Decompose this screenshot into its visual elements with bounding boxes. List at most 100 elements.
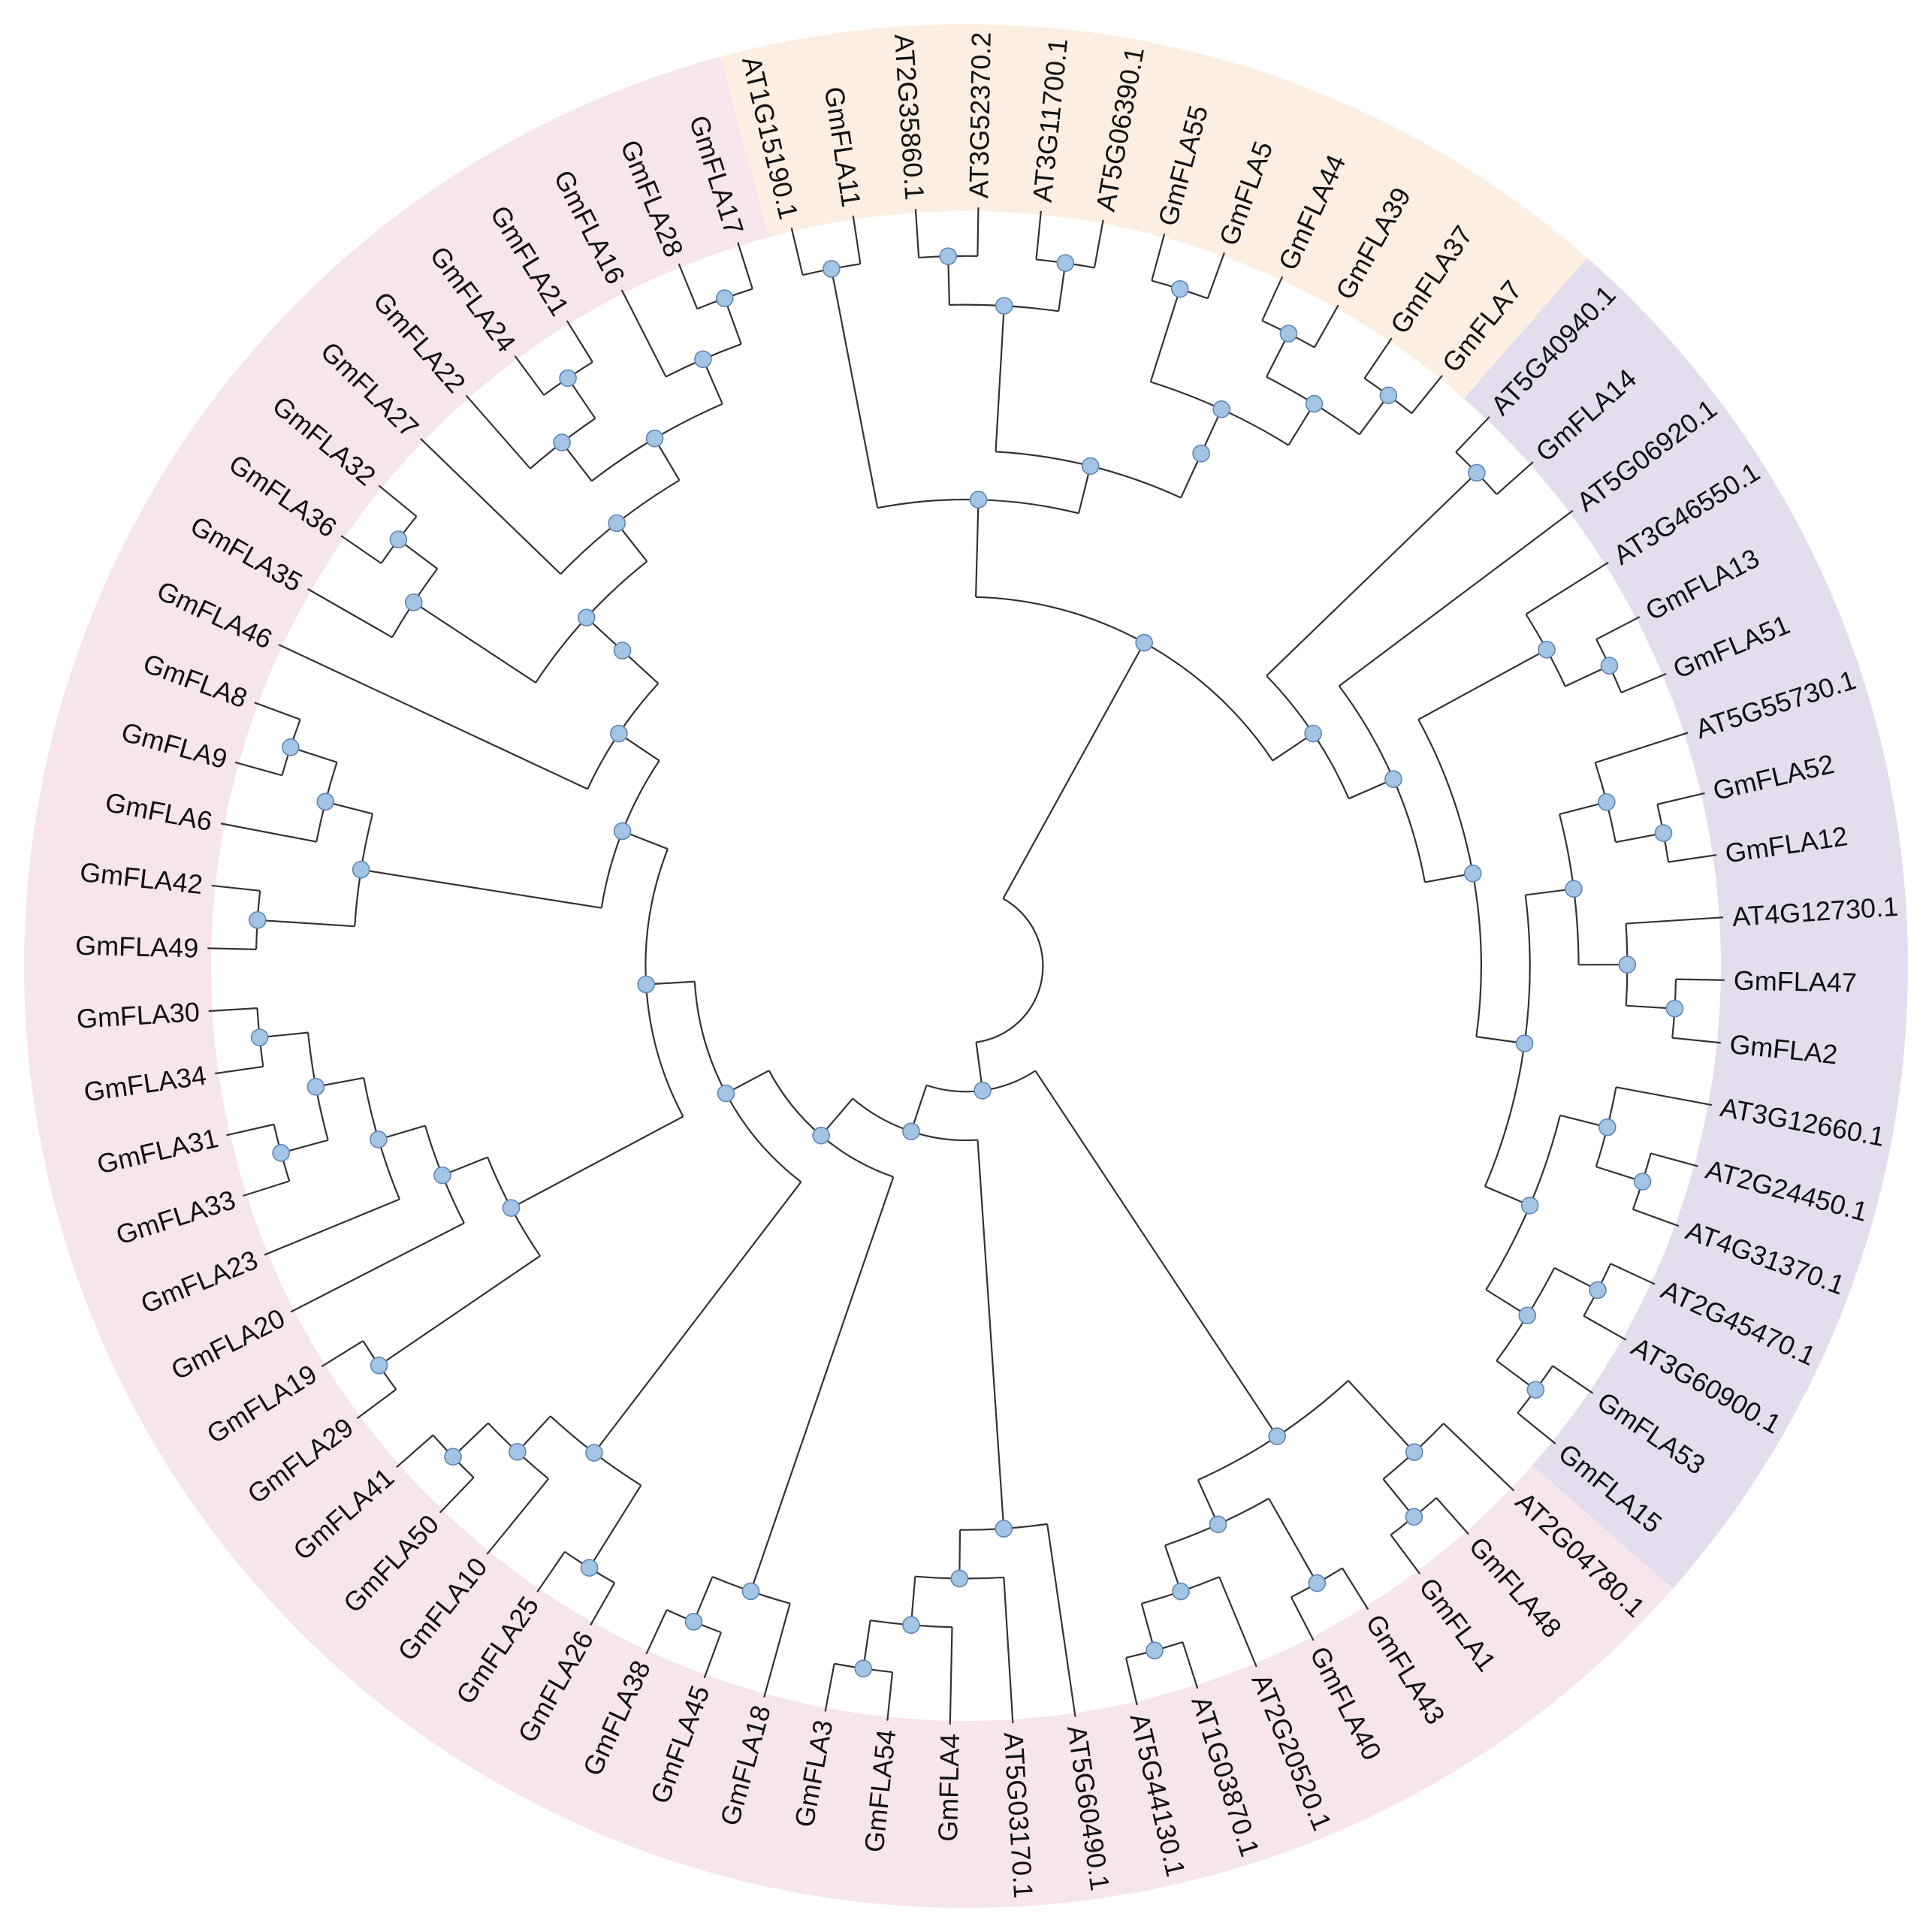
node-marker	[902, 1122, 920, 1141]
node-marker	[1600, 657, 1619, 675]
node-marker	[637, 975, 655, 994]
leaf-branch	[356, 1388, 397, 1420]
leaf-branch	[278, 644, 588, 790]
node-marker	[854, 1659, 873, 1678]
internal-branch	[977, 1140, 1005, 1529]
leaf-branch	[1443, 1423, 1515, 1492]
leaf-branch	[220, 823, 317, 843]
leaf-branch	[1657, 792, 1705, 805]
node-marker	[995, 297, 1013, 315]
node-marker	[585, 1444, 603, 1462]
leaf-branch	[1632, 1208, 1680, 1227]
node-marker	[939, 247, 958, 265]
leaf-branch	[439, 1477, 475, 1514]
leaf-branch	[1261, 276, 1284, 321]
internal-branch	[1149, 288, 1181, 382]
leaf-branch	[1093, 219, 1104, 268]
leaf-branch	[211, 884, 261, 892]
node-marker	[272, 1144, 290, 1162]
leaf-branch	[1583, 1315, 1627, 1341]
node-marker	[1515, 1034, 1534, 1052]
internal-branch	[593, 1181, 802, 1454]
leaf-branch	[290, 1222, 465, 1313]
node-marker	[1518, 1306, 1537, 1325]
node-marker	[1565, 880, 1583, 898]
leaf-branch	[1341, 1567, 1369, 1611]
node-marker	[613, 641, 632, 660]
leaf-branch	[1151, 233, 1166, 282]
leaf-branch	[977, 207, 980, 256]
node-marker	[1405, 1508, 1423, 1526]
node-marker	[577, 608, 596, 626]
leaf-branch	[1672, 1037, 1721, 1044]
node-marker	[370, 1357, 388, 1375]
leaf-branch	[1595, 732, 1689, 764]
node-marker	[1468, 463, 1486, 482]
leaf-branch	[207, 947, 257, 950]
leaf-branch	[514, 355, 545, 396]
node-marker	[352, 860, 370, 879]
node-marker	[1170, 279, 1189, 298]
leaf-branch	[1552, 1365, 1594, 1394]
internal-branch	[995, 306, 1005, 452]
leaf-branch	[208, 1007, 258, 1013]
node-marker	[1538, 641, 1556, 659]
leaf-branch	[763, 1603, 791, 1698]
internal-branch	[1348, 1380, 1415, 1453]
node-marker	[580, 1559, 599, 1577]
node-marker	[404, 593, 423, 611]
node-marker	[1520, 1196, 1539, 1215]
node-marker	[282, 738, 300, 756]
leaf-branch	[1650, 1152, 1698, 1167]
node-marker	[1081, 457, 1100, 475]
leaf-branch	[396, 1434, 434, 1469]
node-marker	[433, 1166, 451, 1185]
internal-branch	[1268, 1498, 1318, 1584]
node-marker	[509, 1443, 527, 1461]
leaf-branch	[852, 216, 862, 264]
node-marker	[1589, 1281, 1607, 1300]
leaf-branch	[340, 535, 382, 564]
node-marker	[1654, 824, 1673, 842]
node-marker	[608, 514, 626, 533]
leaf-branch	[307, 588, 393, 638]
leaf-branch	[264, 1198, 400, 1256]
leaf-branch	[1616, 1086, 1713, 1106]
leaf-branch	[1206, 252, 1225, 299]
internal-branch	[588, 1484, 642, 1568]
node-marker	[823, 260, 841, 278]
leaf-branch	[1003, 1577, 1014, 1724]
leaf-branch	[1595, 616, 1641, 641]
leaf-branch	[465, 394, 531, 469]
leaf-branch	[1124, 1657, 1138, 1706]
leaf-branch	[1363, 337, 1393, 379]
node-markers	[249, 247, 1684, 1678]
leaf-branch	[420, 438, 562, 575]
leaf-label: GmFLA30	[76, 996, 201, 1034]
leaf-branch	[566, 320, 593, 363]
leaf-branch	[886, 1671, 894, 1721]
node-marker	[249, 911, 267, 929]
node-marker	[1618, 955, 1637, 974]
leaf-branch	[321, 1340, 364, 1368]
node-marker	[1304, 724, 1322, 743]
node-marker	[613, 822, 632, 841]
node-marker	[250, 1028, 269, 1046]
leaf-branch	[1290, 1596, 1315, 1641]
node-marker	[1056, 254, 1075, 272]
node-marker	[306, 1077, 325, 1096]
node-marker	[1526, 1381, 1545, 1399]
leaf-branch	[215, 1065, 264, 1075]
node-marker	[502, 1199, 521, 1217]
internal-branch	[510, 1115, 684, 1209]
leaf-branch	[1035, 210, 1042, 260]
node-marker	[1279, 325, 1298, 343]
leaf-branch	[1620, 673, 1667, 693]
leaf-label: GmFLA47	[1733, 965, 1857, 998]
internal-branch	[1034, 1070, 1278, 1437]
internal-branch	[379, 1255, 541, 1366]
leaf-branch	[914, 209, 920, 258]
leaf-branch	[1435, 1497, 1469, 1535]
node-marker	[553, 433, 571, 451]
node-marker	[717, 1084, 735, 1103]
